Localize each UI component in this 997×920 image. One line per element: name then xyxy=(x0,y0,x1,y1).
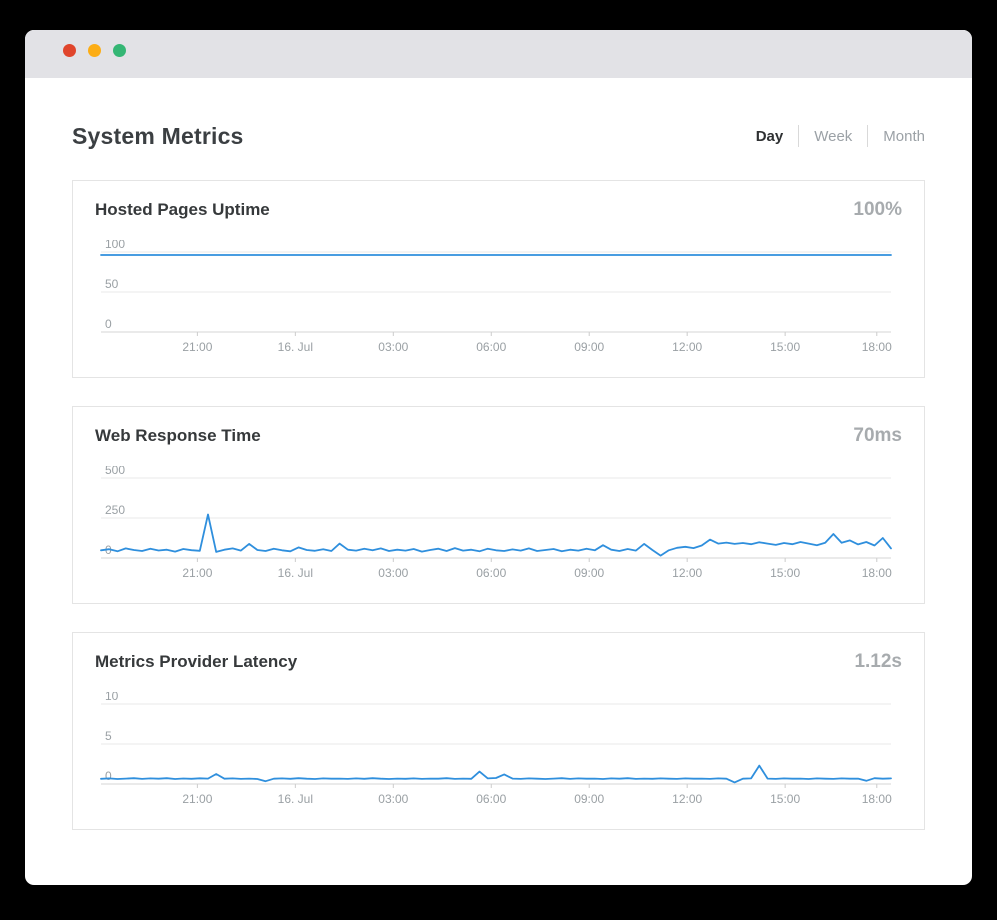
period-toggle: Day Week Month xyxy=(756,125,925,147)
uptime-chart: 100 50 0 21:00 16. Jul 03:00 06:00 09:00 12:00 15… xyxy=(100,240,892,354)
page-header: System Metrics Day Week Month xyxy=(72,120,925,152)
card-header: Web Response Time 70ms xyxy=(73,425,924,447)
svg-text:16. Jul: 16. Jul xyxy=(278,566,313,580)
svg-text:21:00: 21:00 xyxy=(182,566,212,580)
svg-text:03:00: 03:00 xyxy=(378,566,408,580)
tab-divider xyxy=(867,125,869,147)
svg-text:12:00: 12:00 xyxy=(672,566,702,580)
svg-text:0: 0 xyxy=(105,317,112,331)
tab-week[interactable]: Week xyxy=(814,127,853,145)
card-header: Metrics Provider Latency 1.12s xyxy=(73,651,924,673)
tab-month[interactable]: Month xyxy=(883,127,925,145)
svg-text:09:00: 09:00 xyxy=(574,792,604,806)
svg-text:15:00: 15:00 xyxy=(770,792,800,806)
svg-text:18:00: 18:00 xyxy=(862,566,892,580)
svg-text:06:00: 06:00 xyxy=(476,792,506,806)
window-titlebar xyxy=(25,30,972,78)
tab-divider xyxy=(798,125,800,147)
svg-text:15:00: 15:00 xyxy=(770,340,800,354)
svg-text:21:00: 21:00 xyxy=(182,792,212,806)
current-value-badge: 100% xyxy=(853,199,902,220)
svg-text:06:00: 06:00 xyxy=(476,340,506,354)
current-value-badge: 1.12s xyxy=(854,651,902,672)
response-time-card: Web Response Time 70ms 500 250 0 21:00 16. J… xyxy=(72,406,925,604)
svg-text:03:00: 03:00 xyxy=(378,792,408,806)
svg-text:06:00: 06:00 xyxy=(476,566,506,580)
svg-text:16. Jul: 16. Jul xyxy=(278,340,313,354)
uptime-card: Hosted Pages Uptime 100% 100 50 0 21:00 16. … xyxy=(72,180,925,378)
svg-text:18:00: 18:00 xyxy=(862,340,892,354)
svg-text:21:00: 21:00 xyxy=(182,340,212,354)
svg-text:12:00: 12:00 xyxy=(672,340,702,354)
svg-text:09:00: 09:00 xyxy=(574,340,604,354)
tab-day[interactable]: Day xyxy=(755,127,784,145)
svg-text:100: 100 xyxy=(105,240,125,251)
page-title: System Metrics xyxy=(72,122,244,149)
card-title: Web Response Time xyxy=(95,426,261,445)
svg-text:12:00: 12:00 xyxy=(672,792,702,806)
svg-text:0: 0 xyxy=(105,769,112,783)
zoom-icon[interactable] xyxy=(113,44,126,57)
close-icon[interactable] xyxy=(63,44,76,57)
current-value-badge: 70ms xyxy=(853,425,902,446)
app-window: System Metrics Day Week Month Hosted Pag… xyxy=(25,30,972,885)
card-title: Metrics Provider Latency xyxy=(95,652,298,671)
card-title: Hosted Pages Uptime xyxy=(95,200,270,219)
minimize-icon[interactable] xyxy=(88,44,101,57)
svg-text:250: 250 xyxy=(105,503,125,517)
svg-text:10: 10 xyxy=(105,692,119,703)
latency-chart: 10 5 0 21:00 16. Jul 03:00 06:00 09:00 12:00 15:0… xyxy=(100,692,892,806)
svg-text:09:00: 09:00 xyxy=(574,566,604,580)
svg-text:5: 5 xyxy=(105,729,112,743)
svg-text:03:00: 03:00 xyxy=(378,340,408,354)
svg-text:500: 500 xyxy=(105,466,125,477)
svg-text:16. Jul: 16. Jul xyxy=(278,792,313,806)
svg-text:15:00: 15:00 xyxy=(770,566,800,580)
svg-text:50: 50 xyxy=(105,277,119,291)
main-content: System Metrics Day Week Month Hosted Pag… xyxy=(25,120,972,830)
svg-text:18:00: 18:00 xyxy=(862,792,892,806)
card-header: Hosted Pages Uptime 100% xyxy=(73,199,924,221)
latency-card: Metrics Provider Latency 1.12s 10 5 0 21:00… xyxy=(72,632,925,830)
